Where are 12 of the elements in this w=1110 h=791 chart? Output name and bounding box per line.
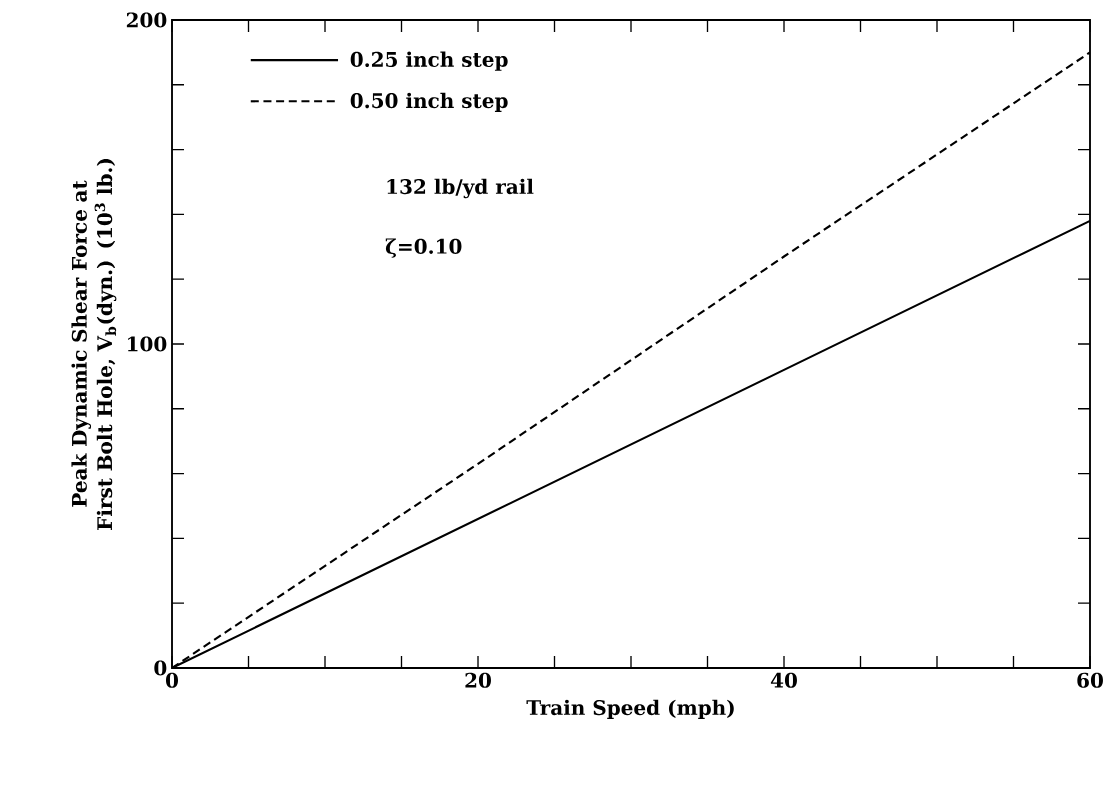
annotation: ζ=0.10 <box>385 238 462 258</box>
legend-label: 0.25 inch step <box>350 51 508 71</box>
annotation: 132 lb/yd rail <box>387 178 534 199</box>
x-tick-label: 0 <box>165 672 179 688</box>
y-tick-label: 0 <box>154 660 167 676</box>
legend-label: 0.50 inch step <box>350 92 508 113</box>
y-tick-label: 100 <box>127 336 167 352</box>
x-tick-label: 20 <box>465 672 491 688</box>
x-axis-title: Train Speed (mph) <box>526 699 734 719</box>
x-tick-label: 60 <box>1077 672 1103 688</box>
y-tick-label: 200 <box>126 12 167 28</box>
x-tick-label: 40 <box>770 672 797 688</box>
